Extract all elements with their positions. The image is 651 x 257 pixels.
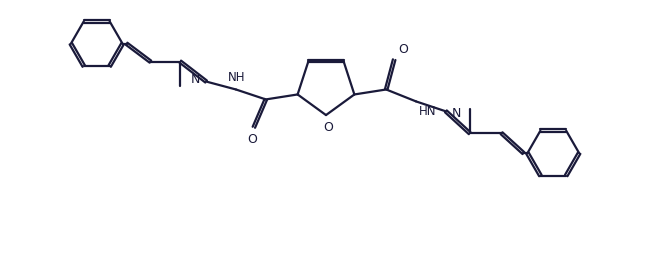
Text: HN: HN — [419, 105, 437, 118]
Text: N: N — [452, 107, 461, 120]
Text: NH: NH — [229, 70, 245, 84]
Text: O: O — [398, 43, 408, 56]
Text: O: O — [323, 121, 333, 134]
Text: O: O — [247, 133, 256, 146]
Text: N: N — [191, 73, 200, 86]
